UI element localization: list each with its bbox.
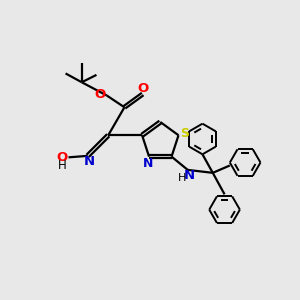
Text: H: H — [58, 159, 66, 172]
Text: S: S — [181, 127, 190, 140]
Text: O: O — [137, 82, 148, 94]
Text: O: O — [95, 88, 106, 100]
Text: O: O — [56, 151, 68, 164]
Text: H: H — [178, 173, 187, 183]
Text: N: N — [184, 169, 195, 182]
Text: N: N — [143, 157, 154, 169]
Text: N: N — [83, 155, 95, 168]
